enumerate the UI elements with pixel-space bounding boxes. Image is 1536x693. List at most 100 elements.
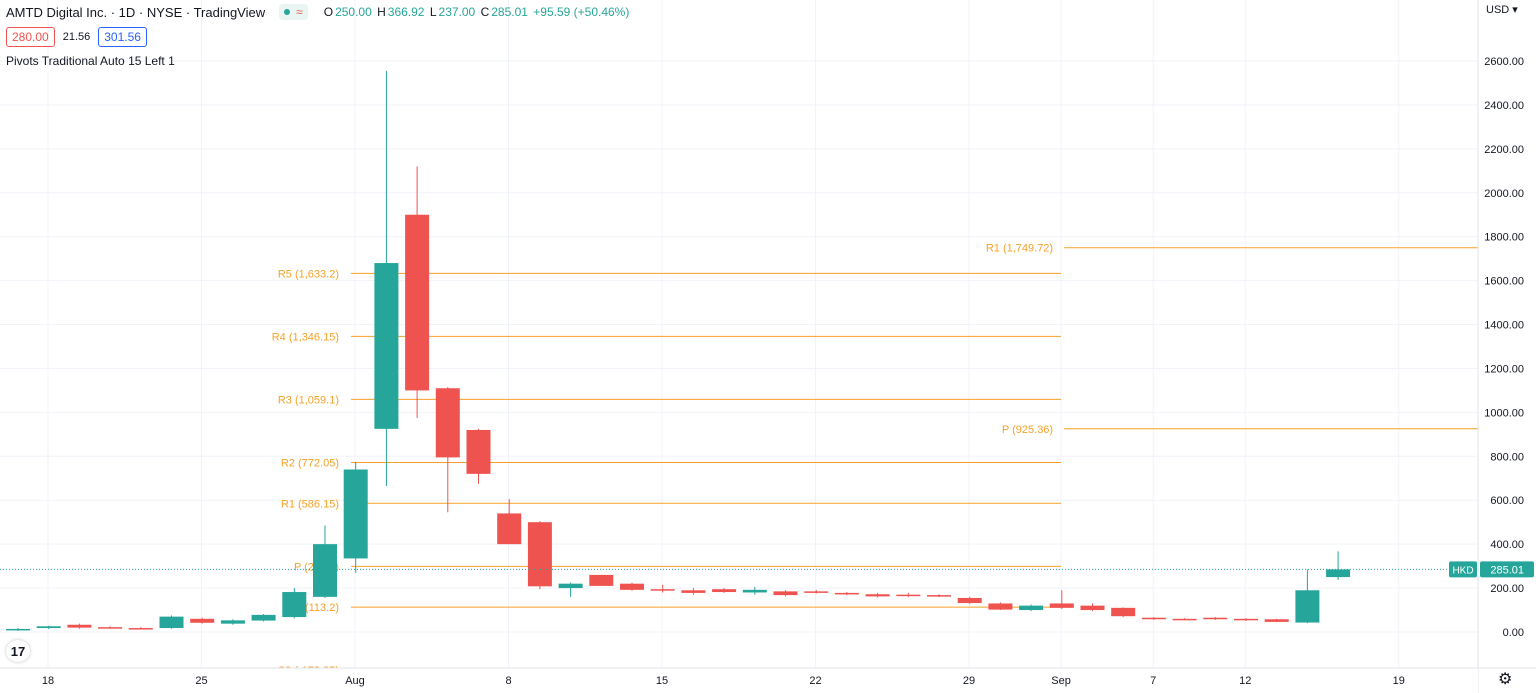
y-tick-label: 400.00 <box>1490 539 1524 551</box>
candle-body <box>1080 605 1105 611</box>
currency-tag <box>1449 561 1477 578</box>
x-tick-label: 18 <box>42 675 54 687</box>
candle-body <box>374 263 399 429</box>
candle-body <box>1264 619 1289 622</box>
candle-body <box>927 595 951 597</box>
sell-button[interactable]: 280.00 <box>6 27 55 47</box>
y-tick-label: 0.00 <box>1503 627 1524 639</box>
candle-body <box>159 616 184 629</box>
candle-body <box>497 513 522 545</box>
indicator-label: Pivots Traditional Auto 15 Left 1 <box>6 54 175 68</box>
low-value: 237.00 <box>438 5 476 19</box>
pivot-label: R1 (1,749.72) <box>986 243 1053 255</box>
currency-label: USD <box>1486 4 1510 16</box>
last-price-label: 285.01 <box>1490 564 1524 576</box>
candle-body <box>957 597 982 604</box>
currency-tag-label: HKD <box>1452 565 1473 576</box>
candle-body <box>6 628 30 631</box>
candle-body <box>343 469 368 559</box>
change-value: +95.59 (+50.46%) <box>533 5 630 19</box>
candle-body <box>620 583 644 590</box>
candle-body <box>251 614 276 621</box>
pivot-label: R1 (586.15) <box>281 498 339 510</box>
chevron-down-icon: ▾ <box>1512 4 1518 16</box>
spread-value: 21.56 <box>62 31 91 43</box>
x-tick-label: Sep <box>1051 675 1071 687</box>
buy-sell-row: 280.00 21.56 301.56 <box>6 27 147 47</box>
time-axis-bg <box>0 668 1478 693</box>
y-tick-label: 1800.00 <box>1484 232 1524 244</box>
pivot-label: R3 (1,059.1) <box>278 394 339 406</box>
pivot-label: P (925.36) <box>1002 424 1053 436</box>
indicator-legend[interactable]: Pivots Traditional Auto 15 Left 1 <box>6 54 175 68</box>
candle-body <box>466 429 491 474</box>
pivot-label: (113.2) <box>305 602 339 614</box>
market-status-icon <box>284 9 291 15</box>
x-tick-label: 22 <box>809 675 821 687</box>
status-toggle[interactable]: ≈ <box>279 4 308 20</box>
pivot-label: R2 (772.05) <box>281 457 339 469</box>
candle-body <box>190 618 215 623</box>
candle-body <box>1049 603 1074 608</box>
candle-body <box>1019 605 1044 611</box>
currency-selector[interactable]: USD ▾ <box>1486 3 1518 16</box>
gear-icon[interactable]: ⚙ <box>1498 671 1513 688</box>
candle-body <box>313 544 337 597</box>
candle-body <box>435 388 460 458</box>
x-tick-label: 19 <box>1393 675 1405 687</box>
close-value: 285.01 <box>491 5 528 19</box>
candle-body <box>1111 607 1136 617</box>
y-tick-label: 800.00 <box>1490 451 1524 463</box>
y-tick-label: 2200.00 <box>1484 144 1524 156</box>
candle-body <box>1172 618 1197 621</box>
candle-body <box>712 589 737 593</box>
close-label: C <box>480 5 490 19</box>
y-tick-label: 1200.00 <box>1484 363 1524 375</box>
candle-body <box>742 589 767 593</box>
x-tick-label: 7 <box>1150 675 1156 687</box>
candle-body <box>98 627 123 629</box>
y-tick-label: 2000.00 <box>1484 188 1524 200</box>
candle-body <box>1326 569 1351 578</box>
y-tick-label: 1600.00 <box>1484 276 1524 288</box>
wave-icon: ≈ <box>296 5 303 19</box>
candle-body <box>804 591 829 593</box>
high-label: H <box>377 5 386 19</box>
candle-body <box>1141 617 1166 620</box>
candle-body <box>405 214 430 391</box>
symbol-title[interactable]: AMTD Digital Inc. · 1D · NYSE · TradingV… <box>6 4 266 20</box>
time-axis: 18 25 Aug 8 15 22 29 Sep 7 12 19 <box>0 667 1536 693</box>
y-tick-label: 2400.00 <box>1484 100 1524 112</box>
pivot-label: R4 (1,346.15) <box>272 331 339 343</box>
x-tick-label: 29 <box>963 675 975 687</box>
candle-body <box>773 591 798 596</box>
y-tick-label: 2600.00 <box>1484 56 1524 68</box>
candle-body <box>988 603 1013 610</box>
x-tick-label: 25 <box>195 675 207 687</box>
y-tick-label: 1400.00 <box>1484 320 1524 332</box>
pivot-label: R5 (1,633.2) <box>278 268 339 280</box>
candle-body <box>558 583 583 589</box>
candle-body <box>220 620 245 624</box>
candle-body <box>1295 590 1320 623</box>
tradingview-logo-icon[interactable]: 17 <box>6 640 30 662</box>
candle-body <box>650 589 675 591</box>
candles-group <box>6 70 1351 631</box>
last-price-badge <box>1480 561 1534 578</box>
price-axis: 0.00 200.00 400.00 600.00 800.00 1000.00 1200.… <box>1449 0 1536 693</box>
grid-group <box>0 0 1478 668</box>
candle-body <box>1234 618 1258 621</box>
open-label: O <box>323 5 334 19</box>
y-tick-label: 600.00 <box>1490 495 1524 507</box>
low-label: L <box>429 5 437 19</box>
ohlc-values: O 250.00 H 366.92 L 237.00 C 285.01 +95.59 (… <box>324 5 632 19</box>
x-tick-label: Aug <box>345 675 365 687</box>
candle-body <box>834 592 859 595</box>
price-axis-bg <box>1478 0 1536 693</box>
buy-button[interactable]: 301.56 <box>98 27 147 47</box>
legend-title-row: AMTD Digital Inc. · 1D · NYSE · TradingV… <box>6 4 631 20</box>
candle-body <box>865 594 890 597</box>
x-tick-label: 12 <box>1239 675 1251 687</box>
